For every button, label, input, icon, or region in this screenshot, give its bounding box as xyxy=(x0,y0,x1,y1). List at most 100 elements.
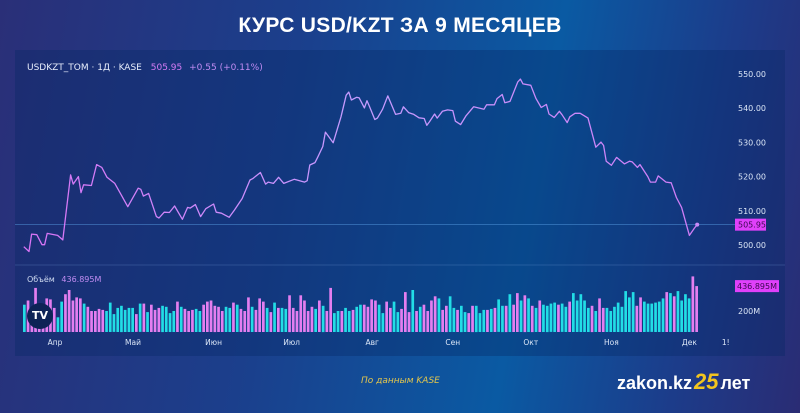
volume-bar xyxy=(273,302,276,332)
volume-bar xyxy=(467,313,471,332)
volume-bar xyxy=(355,306,359,332)
logo-text: zakon.kz xyxy=(617,373,693,393)
volume-bar xyxy=(474,305,478,333)
volume-bar xyxy=(161,305,164,333)
volume-bar xyxy=(598,298,601,332)
volume-label: Объём xyxy=(27,275,55,284)
volume-bar xyxy=(250,306,254,332)
volume-bar xyxy=(691,276,695,332)
volume-bar xyxy=(646,303,650,332)
time-axis-tick: Окт xyxy=(523,338,538,347)
volume-bar xyxy=(553,302,556,332)
volume-bar xyxy=(590,305,594,333)
volume-bar xyxy=(194,308,198,332)
volume-bar xyxy=(669,293,672,332)
volume-bar xyxy=(643,301,646,332)
volume-bar xyxy=(657,301,661,332)
volume-bar xyxy=(157,307,161,332)
volume-bar xyxy=(381,313,385,332)
volume-bar xyxy=(187,311,190,332)
volume-bar xyxy=(213,305,217,333)
volume-bar xyxy=(206,301,209,332)
volume-bar xyxy=(235,304,239,332)
volume-bar xyxy=(336,311,340,332)
volume-bar xyxy=(120,305,123,333)
volume-bar xyxy=(75,297,78,332)
time-axis-tick: Дек xyxy=(682,338,697,347)
symbol-legend: USDKZT_TOM · 1Д · KASE 505.95 +0.55 (+0.… xyxy=(27,63,263,73)
page-title: КУРС USD/KZT ЗА 9 МЕСЯЦЕВ xyxy=(238,14,562,37)
volume-bar xyxy=(504,305,508,333)
volume-bar xyxy=(542,304,545,332)
volume-bar xyxy=(191,309,194,332)
time-axis-tick: Июл xyxy=(283,338,300,347)
volume-bar xyxy=(538,300,542,332)
volume-bar xyxy=(284,308,288,332)
volume-bar xyxy=(101,309,105,332)
volume-bar xyxy=(280,307,284,332)
volume-bar xyxy=(344,307,347,332)
volume-bar xyxy=(202,304,205,332)
volume-bar xyxy=(411,290,415,332)
tradingview-logo-icon[interactable]: TV xyxy=(27,303,53,329)
volume-value: 436.895M xyxy=(61,275,102,284)
symbol-label: USDKZT_TOM · 1Д · KASE xyxy=(27,63,142,73)
volume-bar xyxy=(407,312,411,332)
volume-bar xyxy=(654,302,657,332)
last-price-tag xyxy=(735,218,766,231)
volume-bar xyxy=(635,305,639,333)
volume-bar xyxy=(220,311,224,332)
volume-bar xyxy=(306,311,310,332)
volume-bar xyxy=(269,312,273,332)
volume-bar xyxy=(508,294,512,332)
volume-bar xyxy=(426,311,430,332)
volume-bar xyxy=(247,297,250,332)
price-axis-tick: 520.00 xyxy=(738,173,766,182)
volume-bar xyxy=(127,307,131,332)
volume-bar xyxy=(131,307,134,332)
source-note: По данным KASE xyxy=(361,376,440,386)
volume-bar xyxy=(228,307,232,332)
volume-bar xyxy=(325,311,329,332)
volume-bar xyxy=(501,305,504,333)
volume-bar xyxy=(277,307,280,332)
volume-bar xyxy=(497,299,500,332)
volume-bar xyxy=(557,304,560,332)
volume-bar xyxy=(512,304,515,332)
volume-axis-tick: 200M xyxy=(738,307,760,316)
volume-bar xyxy=(105,311,108,332)
volume-bar xyxy=(291,307,295,332)
volume-bar xyxy=(258,298,261,332)
volume-bar xyxy=(359,304,362,332)
volume-bar xyxy=(265,307,269,332)
volume-bar xyxy=(594,311,598,332)
volume-bar xyxy=(370,299,373,332)
volume-bar xyxy=(310,306,314,332)
last-price: 505.95 xyxy=(150,63,183,73)
volume-bar xyxy=(71,300,75,332)
volume-bar xyxy=(340,311,344,332)
volume-bar xyxy=(587,307,590,332)
volume-bar xyxy=(217,306,220,332)
price-axis-tick: 500.00 xyxy=(738,241,766,250)
volume-bar xyxy=(575,300,579,332)
volume-bar xyxy=(146,312,149,332)
volume-bar xyxy=(620,306,624,332)
volume-bar xyxy=(116,307,120,332)
volume-bar xyxy=(138,303,142,332)
volume-bar xyxy=(67,290,71,332)
volume-bar xyxy=(650,303,654,332)
volume-legend: Объём 436.895M xyxy=(27,275,101,284)
time-axis-tick: Май xyxy=(125,338,141,347)
price-axis-tick: 530.00 xyxy=(738,138,766,147)
volume-bar xyxy=(672,296,676,332)
volume-bar xyxy=(516,293,519,332)
volume-bar xyxy=(351,309,355,332)
volume-bar xyxy=(224,306,228,332)
volume-bar xyxy=(616,302,620,332)
volume-bar xyxy=(437,298,441,332)
volume-bar xyxy=(392,301,396,332)
volume-bar xyxy=(583,300,586,332)
volume-bar xyxy=(404,292,407,332)
